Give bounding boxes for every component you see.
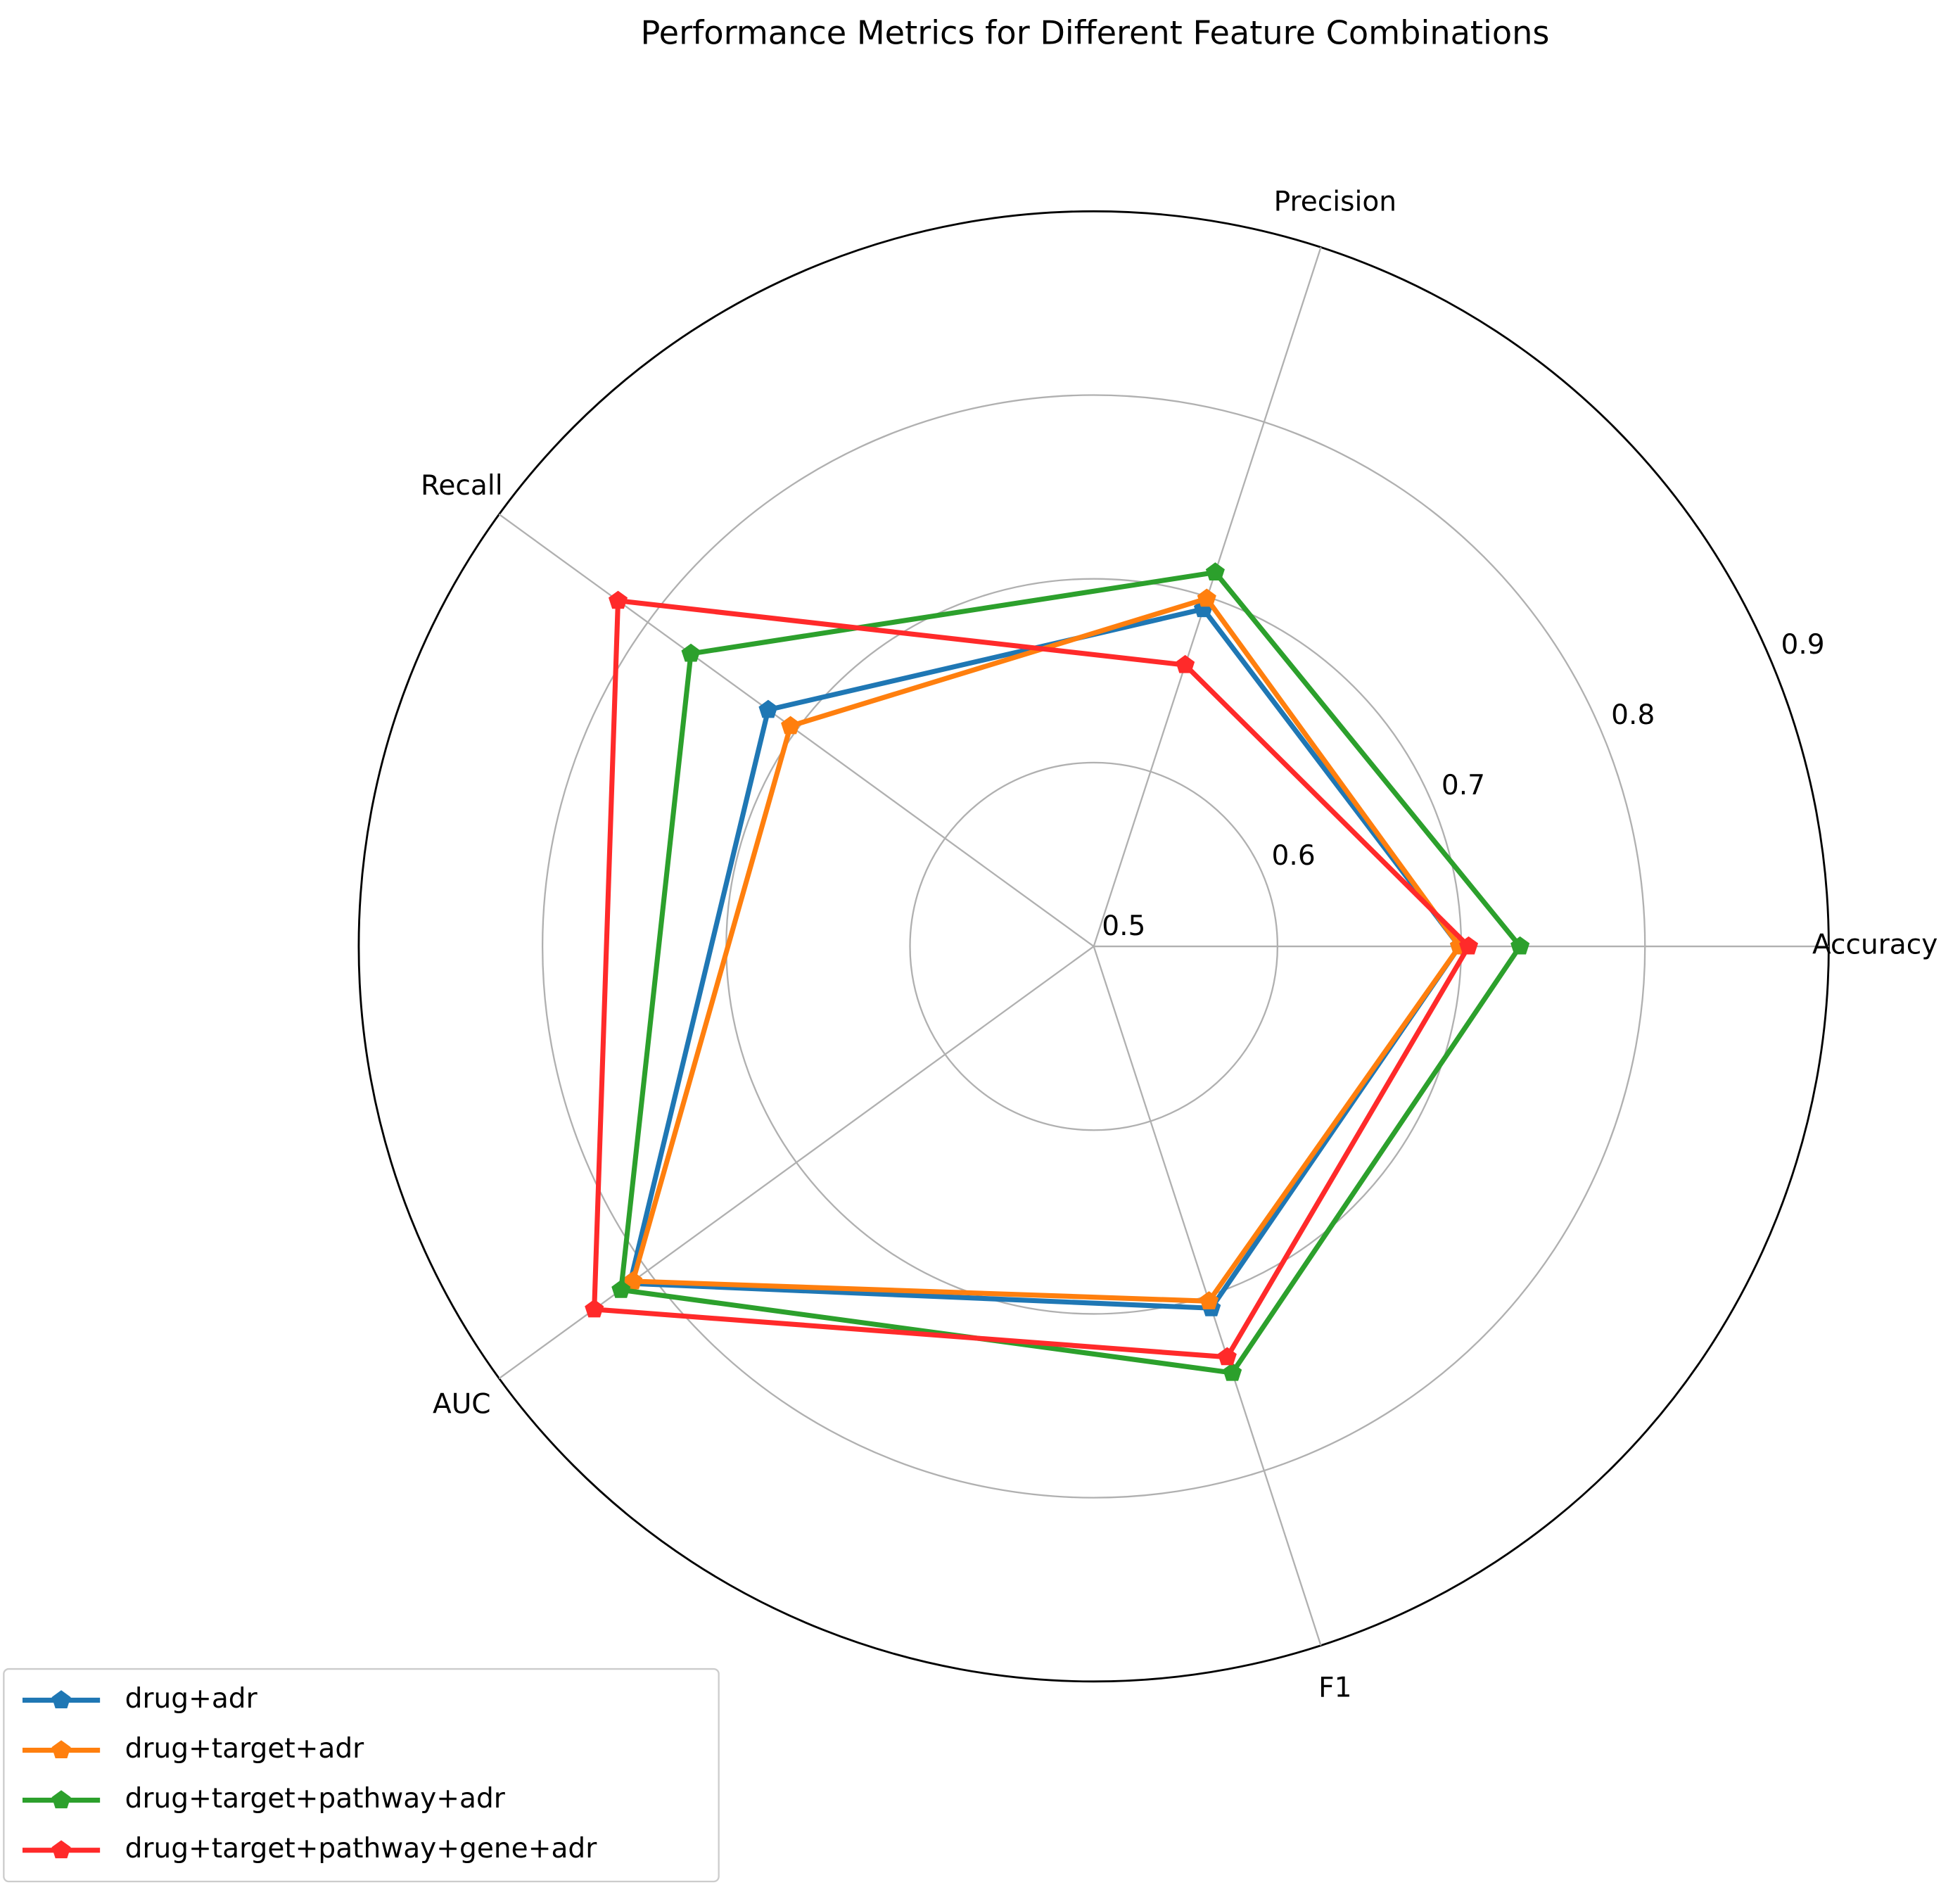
data-point [608,590,628,609]
r-tick-label: 0.8 [1611,699,1655,731]
chart-title: Performance Metrics for Different Featur… [640,13,1549,51]
data-point [611,1280,631,1298]
legend-label: drug+adr [125,1683,258,1715]
legend-marker [51,1840,71,1859]
data-point [1205,562,1225,580]
category-label: AUC [433,1388,491,1420]
r-tick-label: 0.7 [1442,770,1485,801]
legend-box [3,1668,720,1883]
legend-marker [51,1790,71,1809]
data-point [1458,936,1479,955]
data-point [585,1299,604,1318]
legend-label: drug+target+adr [125,1733,365,1765]
category-label: Accuracy [1812,929,1937,961]
category-label: F1 [1318,1672,1351,1704]
series-line [592,598,1472,1360]
data-point [623,1271,643,1290]
data-point [1176,654,1195,673]
legend-label: drug+target+pathway+adr [125,1783,506,1815]
series-line [618,569,1523,1376]
series-line [627,606,1463,1311]
legend-marker [51,1690,71,1708]
series-line [630,596,1463,1304]
data-point [758,699,778,718]
data-point [681,643,701,662]
data-point [1510,936,1530,955]
r-tick-label: 0.9 [1781,629,1824,661]
r-tick-label: 0.6 [1272,840,1316,872]
category-label: Precision [1274,186,1396,217]
legend-marker [51,1740,71,1759]
r-tick-label: 0.5 [1102,910,1145,942]
legend-label: drug+target+pathway+gene+adr [125,1833,598,1865]
category-label: Recall [421,470,503,502]
data-point [1217,1347,1237,1366]
data-point [781,716,801,735]
data-point [1223,1362,1242,1381]
legend: drug+adr drug+target+adr drug+target+pathw… [3,1668,720,1883]
data-point [1197,588,1216,607]
data-point [1199,1291,1219,1309]
